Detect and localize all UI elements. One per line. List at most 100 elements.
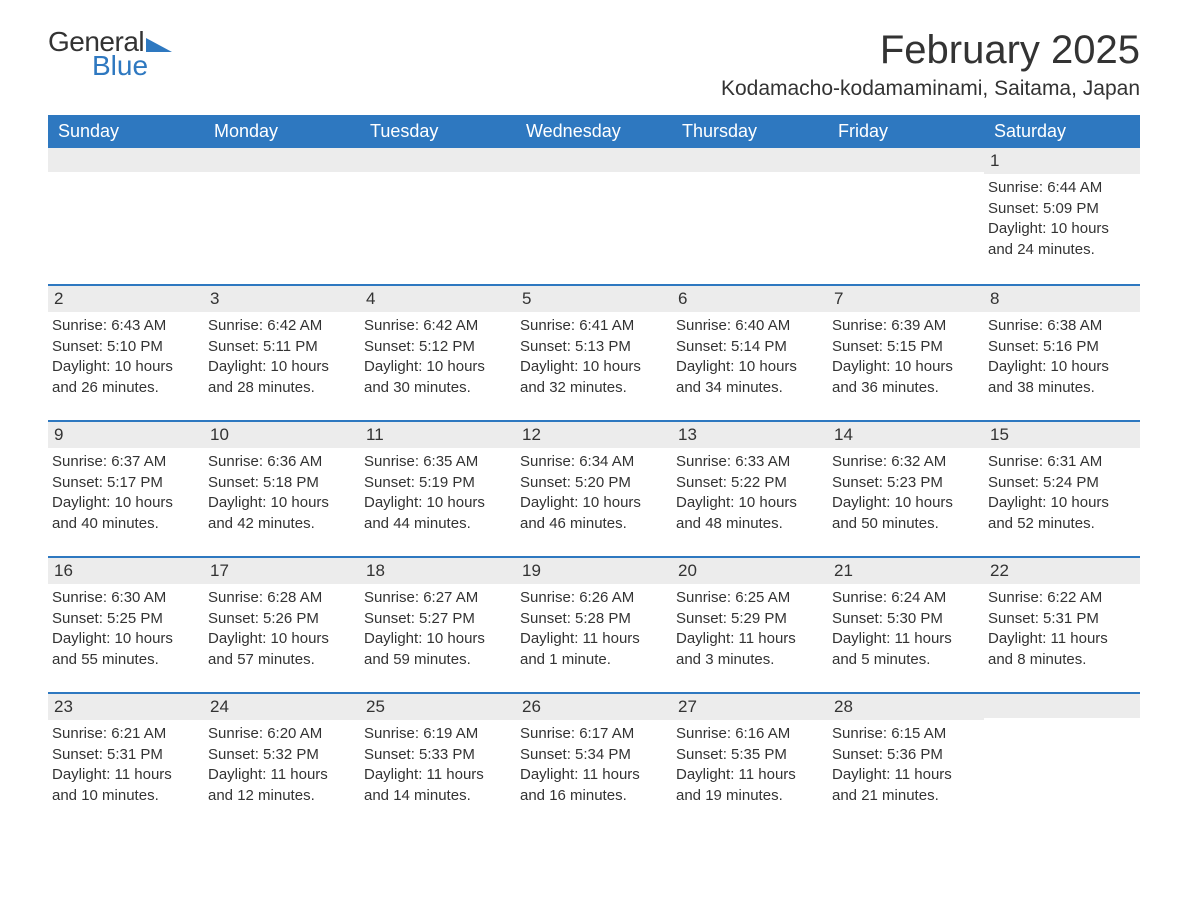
page-title: February 2025 — [721, 28, 1140, 73]
calendar-day-empty — [48, 148, 204, 266]
day-number: 7 — [828, 286, 984, 312]
calendar-day: 9Sunrise: 6:37 AMSunset: 5:17 PMDaylight… — [48, 422, 204, 538]
daylight-text: Daylight: 10 hours — [988, 219, 1134, 239]
calendar-day: 18Sunrise: 6:27 AMSunset: 5:27 PMDayligh… — [360, 558, 516, 674]
week-row: 23Sunrise: 6:21 AMSunset: 5:31 PMDayligh… — [48, 692, 1140, 810]
sunrise-text: Sunrise: 6:43 AM — [52, 316, 198, 336]
day-number: 12 — [516, 422, 672, 448]
sunrise-text: Sunrise: 6:39 AM — [832, 316, 978, 336]
calendar-day: 26Sunrise: 6:17 AMSunset: 5:34 PMDayligh… — [516, 694, 672, 810]
sunrise-text: Sunrise: 6:32 AM — [832, 452, 978, 472]
sunset-text: Sunset: 5:29 PM — [676, 609, 822, 629]
sunrise-text: Sunrise: 6:16 AM — [676, 724, 822, 744]
day-number — [48, 148, 204, 172]
weekday-header: Thursday — [672, 115, 828, 148]
daylight-text: and 55 minutes. — [52, 650, 198, 670]
day-number: 13 — [672, 422, 828, 448]
day-number — [828, 148, 984, 172]
day-number: 22 — [984, 558, 1140, 584]
daylight-text: Daylight: 10 hours — [520, 357, 666, 377]
calendar-day: 2 Sunrise: 6:43 AMSunset: 5:10 PMDaylight… — [48, 286, 204, 402]
calendar-day-empty — [204, 148, 360, 266]
day-number — [360, 148, 516, 172]
daylight-text: Daylight: 10 hours — [676, 493, 822, 513]
sunrise-text: Sunrise: 6:17 AM — [520, 724, 666, 744]
sunrise-text: Sunrise: 6:30 AM — [52, 588, 198, 608]
sunset-text: Sunset: 5:32 PM — [208, 745, 354, 765]
calendar-day-empty — [984, 694, 1140, 810]
sunset-text: Sunset: 5:23 PM — [832, 473, 978, 493]
sunset-text: Sunset: 5:33 PM — [364, 745, 510, 765]
sunrise-text: Sunrise: 6:37 AM — [52, 452, 198, 472]
sunrise-text: Sunrise: 6:22 AM — [988, 588, 1134, 608]
brand-triangle-icon — [146, 38, 172, 52]
sunset-text: Sunset: 5:10 PM — [52, 337, 198, 357]
sunset-text: Sunset: 5:11 PM — [208, 337, 354, 357]
brand-part2: Blue — [92, 52, 172, 80]
day-number — [672, 148, 828, 172]
sunset-text: Sunset: 5:31 PM — [52, 745, 198, 765]
daylight-text: and 30 minutes. — [364, 378, 510, 398]
calendar-day: 1Sunrise: 6:44 AMSunset: 5:09 PMDaylight… — [984, 148, 1140, 266]
daylight-text: Daylight: 11 hours — [676, 765, 822, 785]
location-subtitle: Kodamacho-kodamaminami, Saitama, Japan — [721, 77, 1140, 101]
weekday-header: Saturday — [984, 115, 1140, 148]
calendar-day: 12Sunrise: 6:34 AMSunset: 5:20 PMDayligh… — [516, 422, 672, 538]
calendar-day: 28Sunrise: 6:15 AMSunset: 5:36 PMDayligh… — [828, 694, 984, 810]
day-number: 24 — [204, 694, 360, 720]
top-bar: General Blue February 2025 Kodamacho-kod… — [48, 28, 1140, 101]
calendar-day: 7 Sunrise: 6:39 AMSunset: 5:15 PMDaylight… — [828, 286, 984, 402]
daylight-text: Daylight: 11 hours — [364, 765, 510, 785]
day-number: 26 — [516, 694, 672, 720]
sunrise-text: Sunrise: 6:27 AM — [364, 588, 510, 608]
daylight-text: Daylight: 10 hours — [52, 357, 198, 377]
sunset-text: Sunset: 5:18 PM — [208, 473, 354, 493]
week-row: 1Sunrise: 6:44 AMSunset: 5:09 PMDaylight… — [48, 148, 1140, 266]
day-number: 1 — [984, 148, 1140, 174]
daylight-text: and 38 minutes. — [988, 378, 1134, 398]
calendar-day: 21Sunrise: 6:24 AMSunset: 5:30 PMDayligh… — [828, 558, 984, 674]
day-number: 3 — [204, 286, 360, 312]
calendar-day-empty — [672, 148, 828, 266]
daylight-text: and 36 minutes. — [832, 378, 978, 398]
sunrise-text: Sunrise: 6:36 AM — [208, 452, 354, 472]
calendar-day: 25Sunrise: 6:19 AMSunset: 5:33 PMDayligh… — [360, 694, 516, 810]
daylight-text: Daylight: 11 hours — [520, 765, 666, 785]
daylight-text: and 28 minutes. — [208, 378, 354, 398]
sunset-text: Sunset: 5:36 PM — [832, 745, 978, 765]
daylight-text: Daylight: 10 hours — [988, 493, 1134, 513]
daylight-text: Daylight: 10 hours — [52, 629, 198, 649]
daylight-text: Daylight: 11 hours — [52, 765, 198, 785]
day-number: 2 — [48, 286, 204, 312]
daylight-text: Daylight: 10 hours — [208, 493, 354, 513]
sunrise-text: Sunrise: 6:42 AM — [364, 316, 510, 336]
sunset-text: Sunset: 5:19 PM — [364, 473, 510, 493]
sunset-text: Sunset: 5:26 PM — [208, 609, 354, 629]
sunset-text: Sunset: 5:30 PM — [832, 609, 978, 629]
sunrise-text: Sunrise: 6:31 AM — [988, 452, 1134, 472]
calendar-day: 10Sunrise: 6:36 AMSunset: 5:18 PMDayligh… — [204, 422, 360, 538]
sunrise-text: Sunrise: 6:34 AM — [520, 452, 666, 472]
daylight-text: and 42 minutes. — [208, 514, 354, 534]
daylight-text: and 12 minutes. — [208, 786, 354, 806]
calendar-day: 4Sunrise: 6:42 AMSunset: 5:12 PMDaylight… — [360, 286, 516, 402]
sunrise-text: Sunrise: 6:28 AM — [208, 588, 354, 608]
day-number: 11 — [360, 422, 516, 448]
daylight-text: Daylight: 10 hours — [832, 357, 978, 377]
calendar: SundayMondayTuesdayWednesdayThursdayFrid… — [48, 115, 1140, 810]
week-row: 9Sunrise: 6:37 AMSunset: 5:17 PMDaylight… — [48, 420, 1140, 538]
daylight-text: Daylight: 10 hours — [364, 357, 510, 377]
sunset-text: Sunset: 5:14 PM — [676, 337, 822, 357]
daylight-text: Daylight: 10 hours — [208, 629, 354, 649]
title-block: February 2025 Kodamacho-kodamaminami, Sa… — [721, 28, 1140, 101]
daylight-text: and 44 minutes. — [364, 514, 510, 534]
daylight-text: Daylight: 10 hours — [364, 629, 510, 649]
day-number: 14 — [828, 422, 984, 448]
daylight-text: and 32 minutes. — [520, 378, 666, 398]
calendar-day: 23Sunrise: 6:21 AMSunset: 5:31 PMDayligh… — [48, 694, 204, 810]
sunset-text: Sunset: 5:15 PM — [832, 337, 978, 357]
sunset-text: Sunset: 5:28 PM — [520, 609, 666, 629]
daylight-text: and 3 minutes. — [676, 650, 822, 670]
week-row: 16Sunrise: 6:30 AMSunset: 5:25 PMDayligh… — [48, 556, 1140, 674]
sunset-text: Sunset: 5:13 PM — [520, 337, 666, 357]
